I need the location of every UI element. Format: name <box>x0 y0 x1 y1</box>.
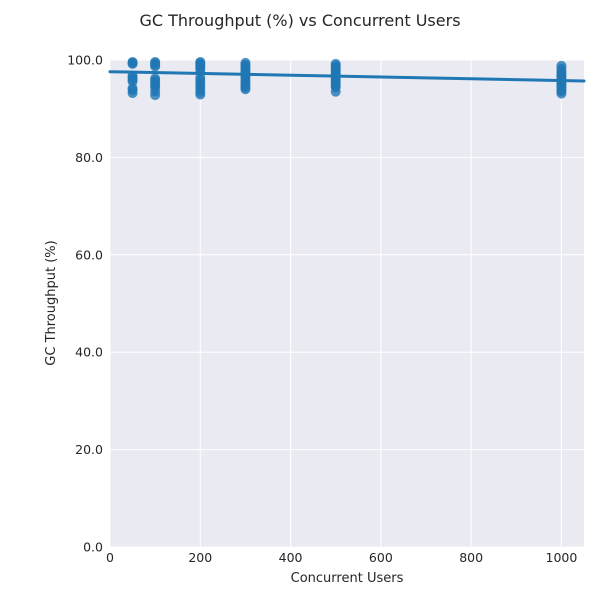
x-tick-label: 1000 <box>546 550 578 565</box>
data-point <box>150 61 161 72</box>
x-axis-label: Concurrent Users <box>291 571 404 586</box>
data-point <box>240 84 251 95</box>
trend-line-group <box>108 70 586 83</box>
data-point <box>556 88 567 99</box>
plot-background <box>110 60 584 547</box>
y-tick-label: 100.0 <box>67 53 103 68</box>
y-tick-label: 80.0 <box>75 150 103 165</box>
data-point <box>150 90 161 101</box>
x-tick-label: 800 <box>459 550 483 565</box>
y-tick-label: 60.0 <box>75 247 103 262</box>
y-tick-label: 20.0 <box>75 442 103 457</box>
trend-line <box>108 70 586 83</box>
chart-title: GC Throughput (%) vs Concurrent Users <box>139 11 460 30</box>
data-point <box>127 88 138 99</box>
x-axis-ticks: 0 200 400 600 800 1000 <box>106 550 577 565</box>
y-axis-label: GC Throughput (%) <box>44 240 59 365</box>
x-tick-label: 200 <box>188 550 212 565</box>
data-point <box>330 86 341 97</box>
data-points <box>127 56 567 101</box>
x-tick-label: 0 <box>106 550 114 565</box>
y-tick-label: 0.0 <box>83 540 103 555</box>
grid-lines <box>109 59 584 548</box>
x-tick-label: 600 <box>369 550 393 565</box>
data-point <box>195 89 206 100</box>
data-point <box>127 58 138 69</box>
y-tick-label: 40.0 <box>75 345 103 360</box>
x-tick-label: 400 <box>279 550 303 565</box>
y-axis-ticks: 0.0 20.0 40.0 60.0 80.0 100.0 <box>67 53 103 555</box>
